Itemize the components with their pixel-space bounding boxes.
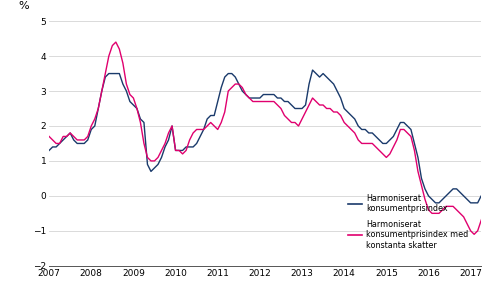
- Legend: Harmoniserat
konsumentprisindex, Harmoniserat
konsumentprisindex med
konstanta s: Harmoniserat konsumentprisindex, Harmoni…: [348, 194, 468, 249]
- Text: %: %: [19, 1, 29, 11]
